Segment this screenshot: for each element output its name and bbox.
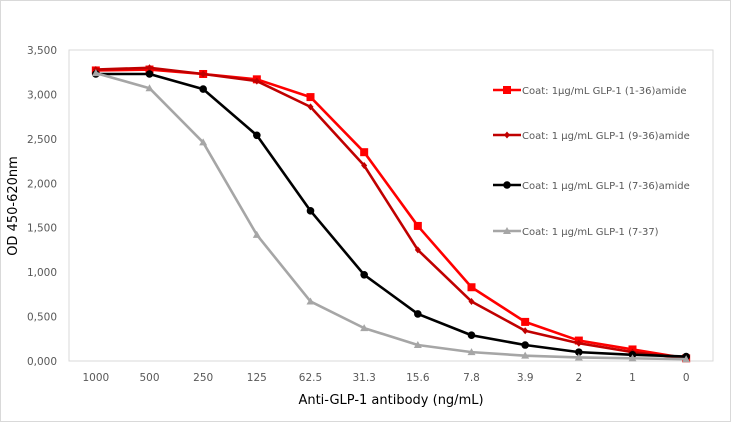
legend-item: Coat: 1 µg/mL GLP-1 (7-37) [493, 227, 659, 238]
data-point [253, 77, 260, 85]
y-tick-label: 2,500 [27, 134, 57, 146]
x-tick-label: 2 [575, 372, 582, 384]
series-group [91, 64, 691, 363]
y-tick-label: 0,000 [27, 356, 57, 368]
y-tick-label: 1,000 [27, 267, 57, 279]
legend: Coat: 1µg/mL GLP-1 (1-36)amide Coat: 1 µg… [493, 86, 690, 238]
data-point [521, 351, 530, 359]
y-tick-label: 0,500 [27, 312, 57, 324]
data-point [467, 348, 476, 356]
data-point [521, 341, 529, 349]
y-axis: 0,000 0,500 1,000 1,500 2,000 2,500 3,000 3,500 [27, 45, 57, 368]
legend-item: Coat: 1 µg/mL GLP-1 (9-36)amide [493, 131, 690, 142]
data-point [306, 207, 315, 215]
legend-item: Coat: 1µg/mL GLP-1 (1-36)amide [493, 86, 687, 97]
x-axis-title: Anti-GLP-1 antibody (ng/mL) [298, 393, 483, 408]
data-point [360, 324, 369, 332]
x-tick-label: 1000 [82, 372, 109, 384]
data-point [306, 93, 315, 102]
data-point [575, 339, 582, 347]
data-point [522, 327, 529, 335]
y-tick-label: 3,500 [27, 45, 57, 57]
y-tick-label: 2,000 [27, 178, 57, 190]
x-tick-label: 3.9 [517, 372, 534, 384]
data-point [200, 70, 207, 78]
data-point [413, 221, 422, 230]
data-point [145, 70, 154, 78]
data-point [199, 85, 207, 93]
data-point [413, 341, 422, 349]
data-point [146, 64, 153, 72]
legend-item: Coat: 1 µg/mL GLP-1 (7-36)amide [493, 181, 690, 192]
data-point [199, 138, 208, 146]
series-line [95, 72, 687, 358]
x-tick-label: 7.8 [463, 372, 480, 384]
legend-marker-square [503, 86, 511, 94]
x-tick-label: 250 [193, 372, 213, 384]
series-circle [92, 70, 690, 361]
x-tick-label: 1 [629, 372, 636, 384]
data-point [145, 84, 154, 92]
data-point [252, 230, 261, 238]
legend-label: Coat: 1µg/mL GLP-1 (1-36)amide [522, 86, 687, 97]
x-tick-label: 500 [139, 372, 159, 384]
legend-label: Coat: 1 µg/mL GLP-1 (7-37) [522, 227, 659, 238]
data-point [306, 297, 315, 305]
y-tick-label: 3,000 [27, 89, 57, 101]
series-line [95, 71, 687, 361]
legend-label: Coat: 1 µg/mL GLP-1 (7-36)amide [522, 181, 690, 192]
x-tick-label: 62.5 [299, 372, 322, 384]
data-point [467, 283, 476, 292]
data-point [468, 297, 475, 305]
data-point [414, 310, 422, 318]
legend-marker-triangle [503, 227, 511, 234]
series-line [95, 66, 687, 360]
x-axis: 1000 500 250 125 62.5 31.3 15.6 7.8 3.9 2 1 0 [82, 372, 689, 384]
x-tick-label: 15.6 [406, 372, 430, 384]
plot-area [68, 49, 714, 362]
x-tick-label: 0 [683, 372, 690, 384]
data-point [360, 271, 368, 279]
data-point [253, 131, 261, 140]
x-tick-label: 31.3 [352, 372, 375, 384]
legend-marker-circle [503, 181, 511, 189]
data-point [91, 69, 100, 77]
x-tick-label: 125 [247, 372, 267, 384]
y-axis-title: OD 450-620nm [6, 156, 21, 256]
data-point [307, 103, 314, 111]
data-point [628, 354, 637, 362]
series-triangle [91, 69, 691, 363]
data-point [361, 162, 368, 170]
data-point [575, 348, 583, 356]
data-point [360, 148, 369, 157]
data-point [521, 317, 530, 326]
legend-label: Coat: 1 µg/mL GLP-1 (9-36)amide [522, 131, 690, 142]
legend-marker-diamond [504, 131, 510, 139]
data-point [414, 246, 421, 254]
data-point [574, 353, 583, 361]
data-point [682, 355, 691, 363]
data-point [467, 331, 476, 340]
y-tick-label: 1,500 [27, 223, 57, 235]
